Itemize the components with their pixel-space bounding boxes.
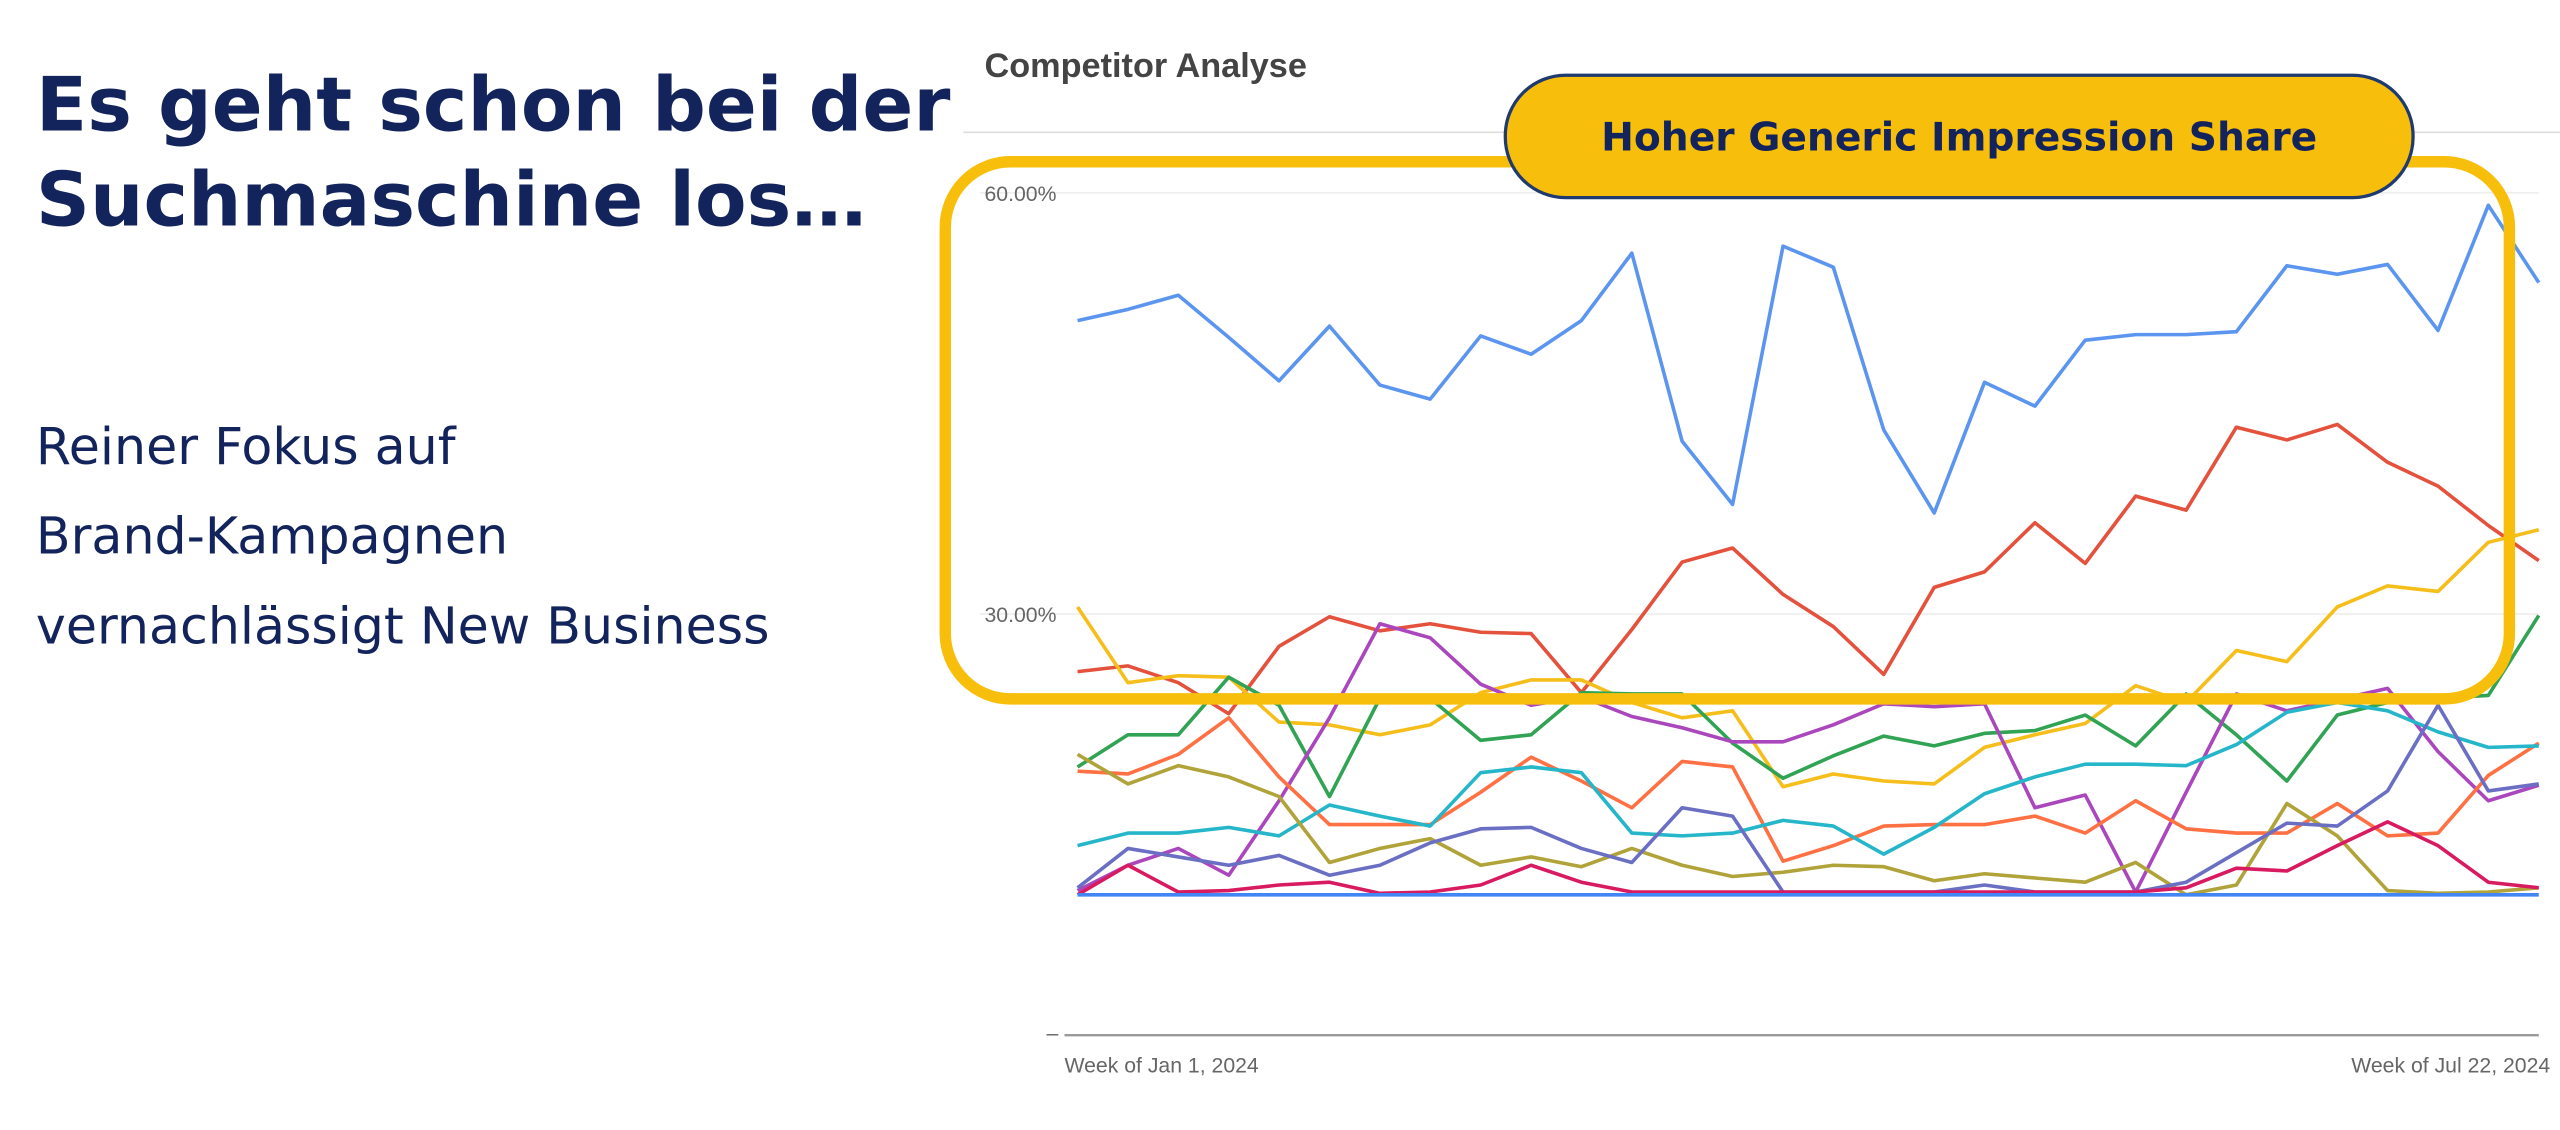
callout-pill	[1503, 73, 2415, 200]
series-line	[1077, 700, 2539, 856]
y-tick-label: 60.00%	[984, 183, 1056, 206]
chart-title: Competitor Analyse	[984, 47, 1306, 85]
series-line	[1076, 752, 2539, 897]
y-tick-label: –	[1047, 1022, 1059, 1045]
highlight-frame	[939, 156, 2516, 705]
series-line	[1076, 527, 2540, 789]
series-line	[1076, 614, 2541, 799]
heading-line: Suchmaschine los…	[36, 155, 867, 243]
callout-text: Hoher Generic Impression Share	[1601, 115, 2317, 160]
body-line: vernachlässigt New Business	[36, 596, 770, 655]
x-tick-label: Week of Jul 22, 2024	[2351, 1055, 2550, 1078]
heading-line: Es geht schon bei der	[36, 61, 950, 149]
series-line	[1077, 422, 2540, 716]
plot: – 30.00% 60.00% Week of Jan 1, 2024 Week of …	[979, 183, 2550, 1078]
series-line	[1076, 820, 2539, 897]
series-line	[1077, 203, 2541, 515]
x-tick-label: Week of Jan 1, 2024	[1064, 1055, 1258, 1078]
series-line	[1077, 716, 2540, 863]
y-tick-label: 30.00%	[984, 604, 1056, 627]
body-line: Reiner Fokus auf	[36, 417, 457, 476]
body-line: Brand-Kampagnen	[36, 507, 508, 566]
